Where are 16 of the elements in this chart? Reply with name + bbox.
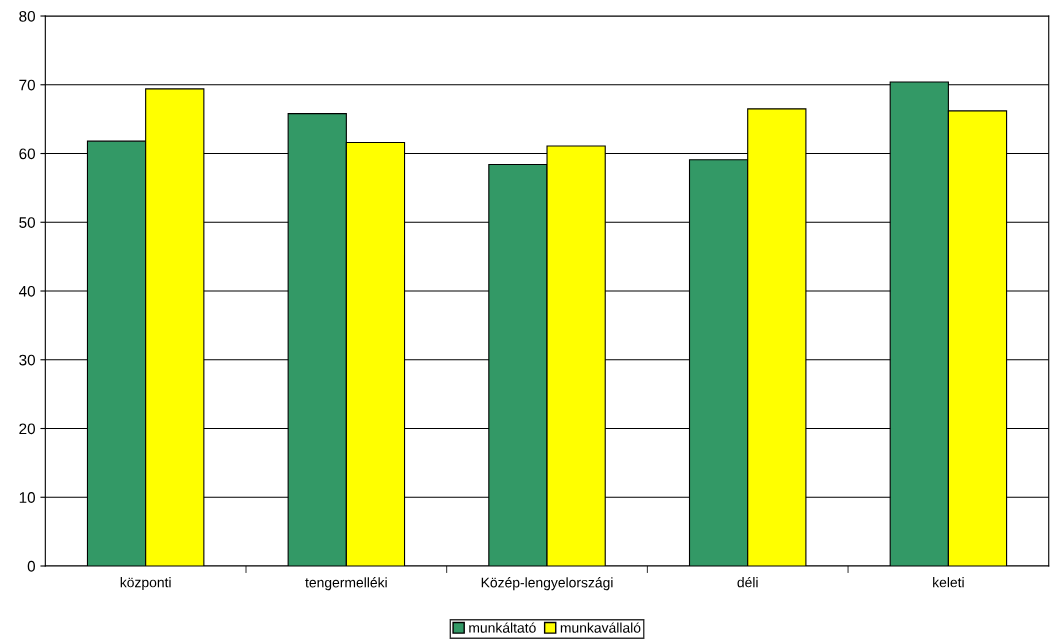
x-tick-label: Közép-lengyelországi bbox=[481, 577, 613, 591]
y-tick-label: 70 bbox=[19, 79, 35, 91]
y-tick-label: 0 bbox=[27, 560, 35, 572]
y-tick-label: 60 bbox=[19, 148, 35, 160]
y-tick-label: 20 bbox=[19, 423, 35, 435]
legend-label: munkavállaló bbox=[560, 622, 641, 633]
x-tick-label: központi bbox=[120, 577, 171, 591]
x-tick-label: tengermelléki bbox=[305, 577, 387, 591]
x-tick-label: déli bbox=[737, 576, 758, 588]
y-tick-label: 50 bbox=[19, 217, 35, 228]
x-tick-label: keleti bbox=[933, 577, 964, 588]
y-tick-label: 30 bbox=[19, 354, 35, 366]
y-tick-label: 80 bbox=[19, 10, 35, 22]
y-tick-label: 10 bbox=[19, 492, 35, 503]
y-tick-label: 40 bbox=[18, 285, 35, 297]
legend-label: munkáltató bbox=[469, 622, 536, 633]
